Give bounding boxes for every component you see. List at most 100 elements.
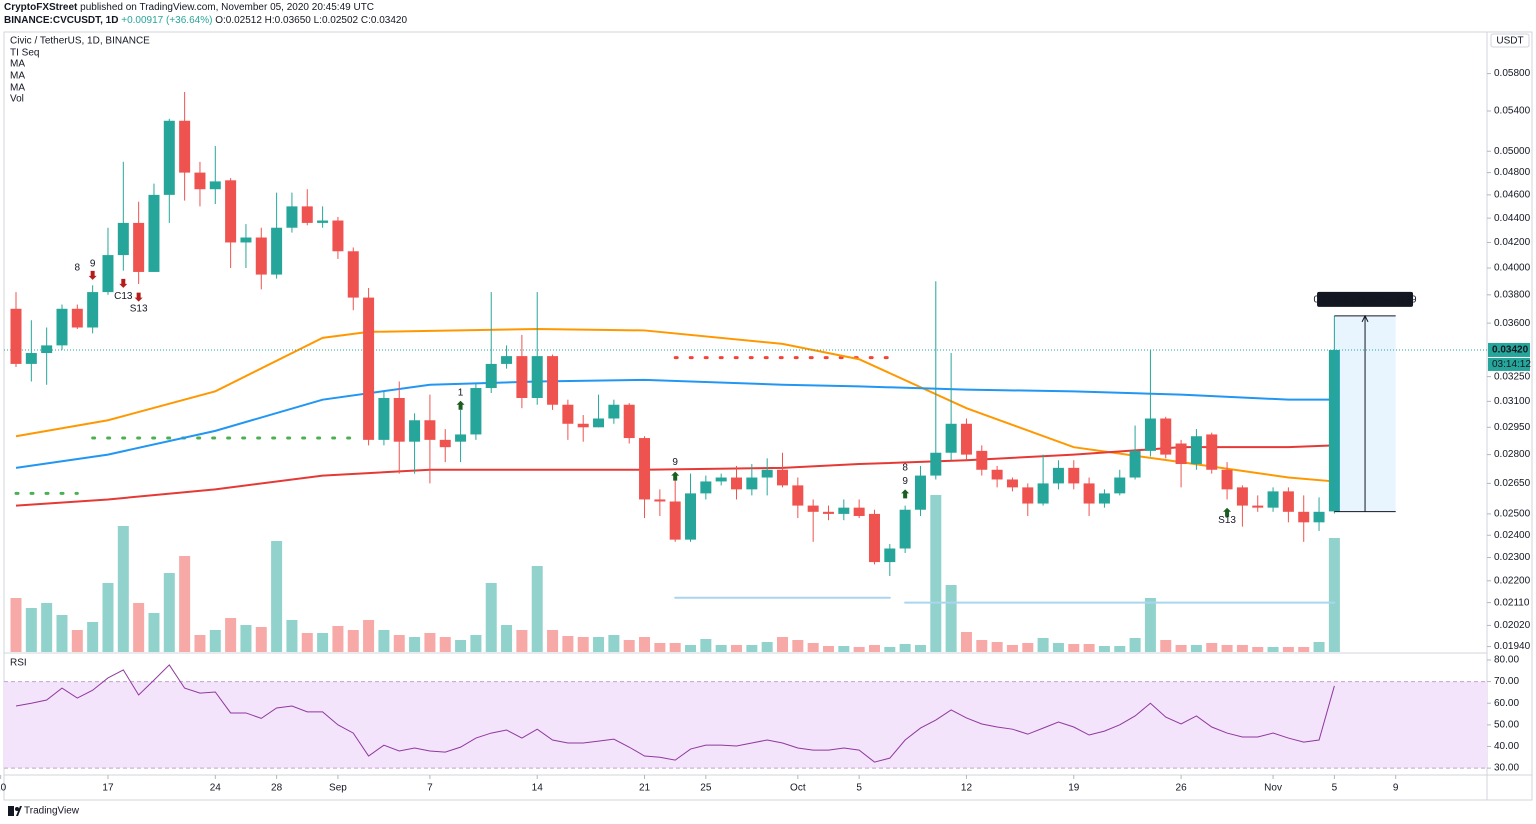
candle-body — [531, 356, 543, 398]
rsi-title: RSI — [10, 658, 27, 669]
volume-bar — [1114, 646, 1126, 652]
candle-body — [347, 251, 359, 298]
legend-entry: MA — [10, 83, 25, 94]
volume-bar — [608, 635, 620, 652]
td-label: 9 — [902, 476, 908, 487]
td-label: 8 — [902, 462, 908, 473]
td-label: 9 — [672, 457, 678, 468]
volume-bar — [470, 635, 482, 652]
rsi-band — [4, 681, 1487, 769]
candle-body — [577, 423, 589, 428]
change: +0.00917 (+36.64%) — [121, 15, 212, 26]
candle-body — [1175, 443, 1187, 465]
x-tick-label: 10 — [0, 783, 7, 794]
candle-body — [884, 548, 896, 563]
volume-bar — [439, 637, 451, 652]
candle-body — [1052, 467, 1064, 484]
ohlc: O:0.02512 H:0.03650 L:0.02502 C:0.03420 — [215, 15, 407, 26]
volume-bar — [271, 541, 283, 652]
candle-body — [1129, 450, 1141, 478]
td-arrow — [1223, 507, 1232, 517]
overlay: 0.05800 0.05400 0.05000 0.04800 0.04600 0.044… — [0, 59, 1531, 794]
x-tick-label: Nov — [1264, 783, 1282, 794]
volume-bar — [991, 642, 1003, 652]
volume-bar — [393, 635, 405, 652]
candle-body — [194, 172, 206, 190]
y-tick-label: 0.04200 — [1494, 237, 1531, 248]
td-arrow — [134, 292, 143, 302]
moving-average — [15, 327, 1335, 483]
td-label: C13 — [114, 291, 133, 302]
volume-bar — [424, 633, 436, 652]
candle-body — [102, 255, 114, 293]
td-arrow — [88, 270, 97, 280]
volume-bar — [378, 630, 390, 652]
volume-bar — [700, 639, 712, 652]
candle-body — [332, 220, 344, 252]
candle-body — [148, 194, 160, 272]
volume-bar — [25, 608, 37, 652]
y-tick-label: 0.02650 — [1494, 478, 1531, 489]
countdown-box — [1488, 357, 1530, 371]
legend-title: Civic / TetherUS, 1D, BINANCE — [10, 36, 150, 47]
rsi-tick-label: 80.00 — [1494, 655, 1519, 666]
candle-body — [945, 423, 957, 453]
volume-bar — [1298, 647, 1310, 652]
candle-body — [1114, 477, 1126, 494]
candle-body — [1206, 434, 1218, 470]
publisher: CryptoFXStreet — [4, 2, 78, 13]
y-tick-label: 0.02800 — [1494, 449, 1531, 460]
volume-bar — [409, 637, 421, 652]
candle-body — [639, 438, 651, 500]
rsi-tick-label: 60.00 — [1494, 698, 1519, 709]
volume-bar — [240, 625, 252, 652]
volume-bar — [117, 526, 129, 652]
td-label: 8 — [75, 263, 81, 274]
volume-bar — [1006, 645, 1018, 652]
candle-body — [255, 237, 267, 275]
y-tick-label: 0.02300 — [1494, 552, 1531, 563]
volume-bar — [1098, 646, 1110, 652]
volume-bar — [1144, 598, 1156, 652]
countdown: 03:14:12 — [1492, 359, 1531, 370]
published: published on TradingView.com, November 0… — [80, 2, 374, 13]
volume-bar — [761, 642, 773, 652]
td-label: S13 — [130, 303, 148, 314]
candle-body — [409, 420, 421, 442]
symbol: BINANCE:CVCUSDT, 1D — [4, 15, 118, 26]
y-tick-label: 0.04600 — [1494, 190, 1531, 201]
volume-bar — [347, 630, 359, 652]
y-tick-label: 0.02020 — [1494, 620, 1531, 631]
volume-bar — [945, 585, 957, 652]
y-tick-label: 0.03100 — [1494, 396, 1531, 407]
volume-bar — [1052, 643, 1064, 652]
volume-bar — [179, 556, 191, 652]
candle-body — [10, 308, 22, 364]
volume-bar — [1252, 647, 1264, 652]
candle-body — [899, 509, 911, 549]
candle-body — [133, 222, 145, 272]
td-arrow — [671, 471, 680, 481]
candle-body — [731, 477, 743, 490]
candle-body — [56, 308, 68, 346]
candle-body — [1190, 436, 1202, 465]
candle-body — [271, 227, 283, 275]
volume-bar — [1037, 638, 1049, 652]
candle-body — [1098, 493, 1110, 504]
y-tick-label: 0.02950 — [1494, 422, 1531, 433]
volume-bar — [562, 636, 574, 652]
volume-bar — [914, 645, 926, 652]
volume-bar — [209, 630, 221, 652]
candle-body — [179, 120, 191, 173]
candle-body — [301, 206, 313, 223]
volume-bar — [531, 566, 543, 652]
candle-body — [715, 477, 727, 482]
currency-box[interactable] — [1490, 33, 1530, 48]
currency[interactable]: USDT — [1496, 36, 1523, 47]
volume-bar — [976, 640, 988, 652]
volume-bar — [301, 633, 313, 652]
volume-bar — [884, 647, 896, 652]
volume-bar — [332, 626, 344, 652]
volume-bar — [286, 620, 298, 652]
y-tick-label: 0.02400 — [1494, 530, 1531, 541]
